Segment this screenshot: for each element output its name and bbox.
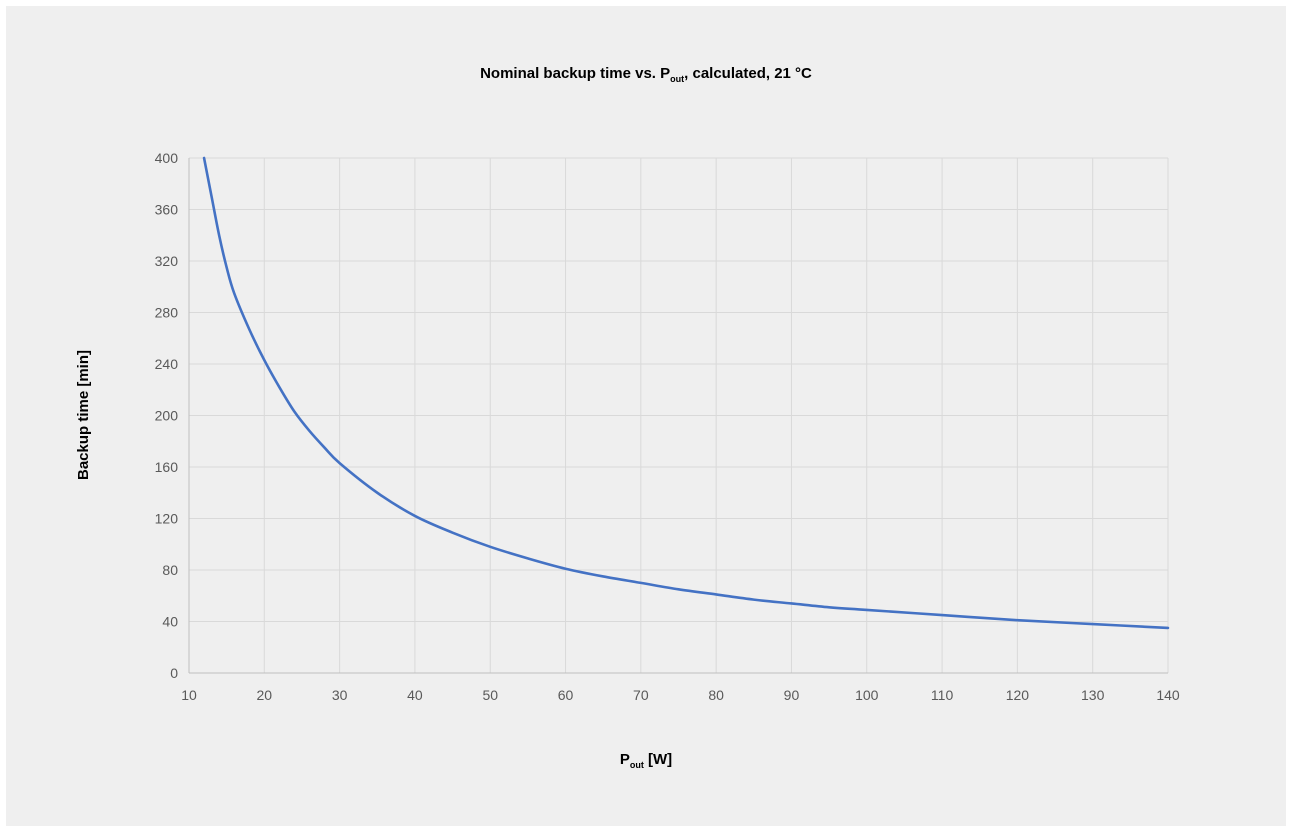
x-axis-title-rest: [W] — [644, 751, 672, 768]
y-tick-label: 320 — [155, 253, 179, 269]
x-tick-label: 50 — [482, 687, 498, 703]
chart-title: Nominal backup time vs. Pout, calculated… — [480, 65, 812, 84]
x-axis-title: Pout [W] — [620, 751, 672, 770]
y-tick-label: 240 — [155, 356, 179, 372]
chart-svg: 10 20 30 40 50 60 70 80 90 100 110 120 130 140 0 40 80 12… — [75, 65, 1180, 770]
chart-title-rest: , calculated, 21 °C — [684, 65, 812, 82]
x-tick-label: 130 — [1081, 687, 1105, 703]
grid — [189, 157, 1169, 673]
x-tick-label: 10 — [181, 687, 197, 703]
x-tick-label: 60 — [558, 687, 574, 703]
y-tick-label: 360 — [155, 202, 179, 218]
x-tick-label: 80 — [708, 687, 724, 703]
x-tick-label: 120 — [1006, 687, 1030, 703]
y-tick-label: 120 — [155, 511, 179, 527]
series-layer — [202, 156, 1170, 630]
chart-area: 10 20 30 40 50 60 70 80 90 100 110 120 130 140 0 40 80 12… — [6, 6, 1286, 826]
axes — [188, 158, 1168, 674]
x-tick-label: 30 — [332, 687, 348, 703]
x-tick-label: 70 — [633, 687, 649, 703]
x-axis-title-subscript: out — [630, 760, 644, 770]
y-tick-label: 400 — [155, 150, 179, 166]
series-line-backup-time — [202, 156, 1170, 630]
x-axis-title-main: P — [620, 751, 630, 768]
chart-title-main: Nominal backup time vs. P — [480, 65, 670, 82]
x-tick-label: 90 — [784, 687, 800, 703]
y-tick-label: 280 — [155, 305, 179, 321]
x-tick-label: 140 — [1156, 687, 1180, 703]
y-tick-label: 160 — [155, 459, 179, 475]
x-tick-label: 20 — [257, 687, 273, 703]
tick-labels: 10 20 30 40 50 60 70 80 90 100 110 120 130 140 0 40 80 12… — [155, 150, 1180, 703]
x-tick-label: 40 — [407, 687, 423, 703]
y-tick-label: 40 — [162, 614, 178, 630]
y-tick-label: 0 — [170, 665, 178, 681]
y-axis-title: Backup time [min] — [75, 350, 92, 480]
y-tick-label: 200 — [155, 408, 179, 424]
x-tick-label: 110 — [931, 687, 954, 703]
chart-title-subscript: out — [670, 74, 684, 84]
x-tick-label: 100 — [855, 687, 879, 703]
y-tick-label: 80 — [162, 562, 178, 578]
